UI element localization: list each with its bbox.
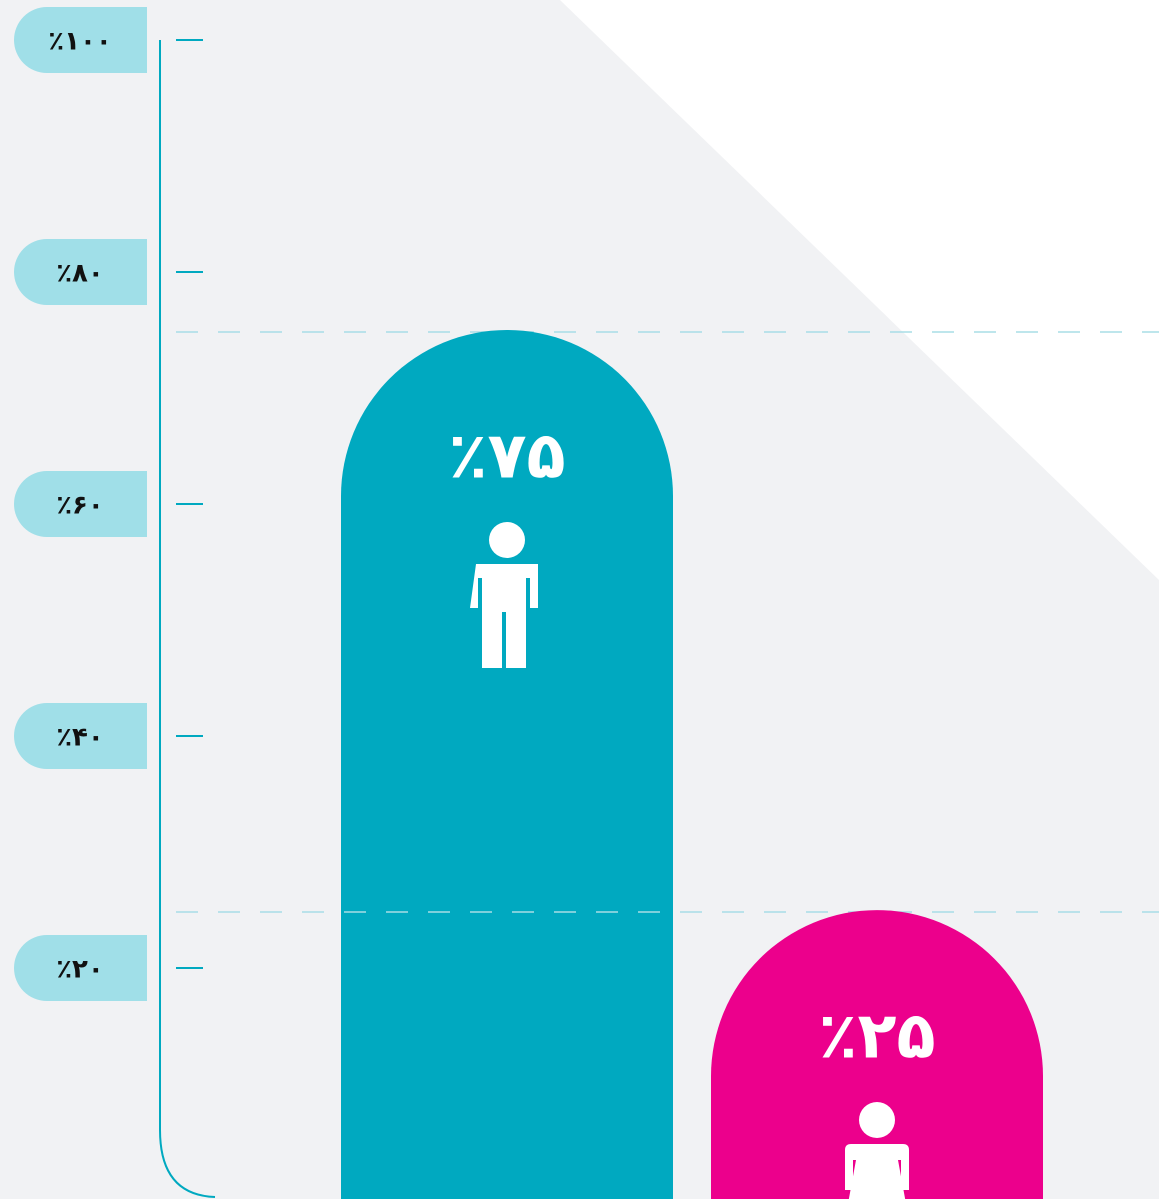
y-tick-label: ٪۸۰ (56, 259, 104, 289)
tick-pill (14, 935, 147, 1001)
icon-head (859, 1102, 895, 1138)
tick-pill (14, 703, 147, 769)
background-triangle (560, 0, 1159, 580)
bar (341, 330, 673, 1199)
y-tick-label: ٪۲۰ (56, 955, 104, 985)
bar (711, 910, 1043, 1199)
y-tick-label: ٪۶۰ (56, 491, 104, 521)
y-tick-label: ٪۱۰۰ (48, 27, 111, 57)
y-tick-label: ٪۴۰ (56, 723, 104, 753)
tick-pill (14, 471, 147, 537)
tick-pill (14, 239, 147, 305)
tick-pill (14, 7, 147, 73)
value-label: ٪۷۵ (448, 420, 565, 494)
value-label: ٪۲۵ (818, 1000, 935, 1074)
female-icon (845, 1144, 909, 1199)
icon-head (489, 522, 525, 558)
y-axis (159, 40, 216, 1198)
male-icon (470, 564, 538, 668)
